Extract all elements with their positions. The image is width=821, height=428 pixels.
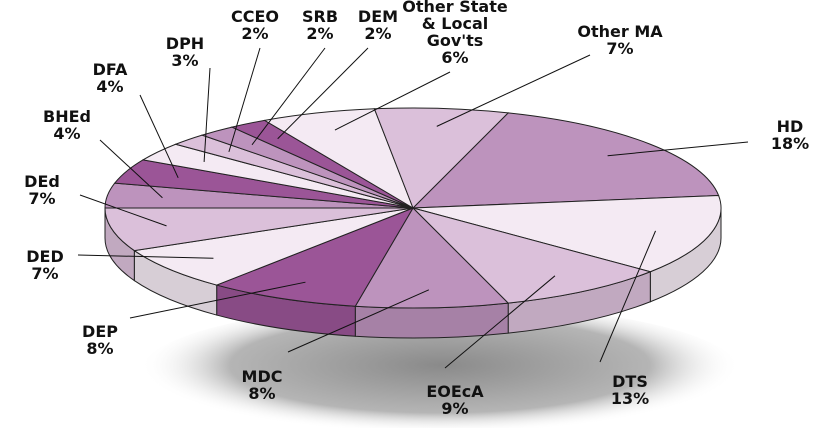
leader-line [436,54,591,127]
leader-line [607,141,749,157]
value-label: 3% [171,51,199,70]
leader-line [129,281,306,319]
leader-line [334,71,451,131]
leader-line [599,230,656,363]
slice-label: DTS 13% [611,373,649,407]
leader-line [251,47,326,146]
slice-label: MDC 8% [242,368,283,402]
slice [132,207,414,286]
value-label: 7% [31,264,59,283]
category-label: CCEO [230,7,280,26]
slice-label: DEd 7% [24,173,60,207]
value-label: 7% [28,189,56,208]
value-label: 18% [770,134,810,153]
category-label: EOEcA [426,382,484,401]
value-label: 4% [96,77,124,96]
slice-label: DFA 4% [93,61,128,95]
slice [373,107,510,209]
shadow [140,304,740,428]
slice-label: DEP 8% [82,323,118,357]
leader-line [444,275,556,369]
category-label: DTS [612,372,648,391]
value-label: 2% [241,24,269,43]
leader-line [99,139,163,199]
leader-line [277,47,369,140]
category-label: DEM [357,7,399,26]
slice-label: SRB 2% [302,8,338,42]
leader-line [228,47,261,153]
value-label: 2% [364,24,392,43]
category-label: MDC [241,367,283,386]
category-label: SRB [301,7,339,26]
leader-line [139,94,179,179]
value-label: 9% [441,399,469,418]
leader-line [77,254,214,259]
category-label: DED [26,247,64,266]
slice-label: DED 7% [26,248,64,282]
value-label: 4% [53,124,81,143]
slice-label: Other MA 7% [577,23,662,57]
slice [411,207,652,304]
slice-label: DPH 3% [166,35,204,69]
category-label: DEP [82,322,118,341]
slice-label: HD 18% [771,118,809,152]
leader-line [287,289,430,353]
category-label: HD [776,117,804,136]
leader-line [79,194,167,227]
slice-label: CCEO 2% [231,8,279,42]
slice [411,112,720,209]
value-label: 8% [86,339,114,358]
value-label: 8% [248,384,276,403]
slice-label: Other State & Local Gov'ts 6% [395,0,515,66]
slice [104,207,414,252]
slice [215,207,415,307]
category-label: BHEd [43,107,91,126]
slice-label: DEM 2% [358,8,398,42]
value-label: 7% [606,39,634,58]
category-label: DFA [92,60,128,79]
value-label: 13% [610,389,650,408]
category-label: Other MA [577,22,663,41]
slice-label: BHEd 4% [43,108,91,142]
value-label: 6% [441,48,469,67]
slice-label: EOEcA 9% [426,383,483,417]
category-label: Other State & Local Gov'ts [402,0,508,50]
category-label: DPH [165,34,205,53]
slice [412,194,722,273]
value-label: 2% [306,24,334,43]
category-label: DEd [24,172,60,191]
slice [354,207,510,309]
leader-line [203,67,211,162]
